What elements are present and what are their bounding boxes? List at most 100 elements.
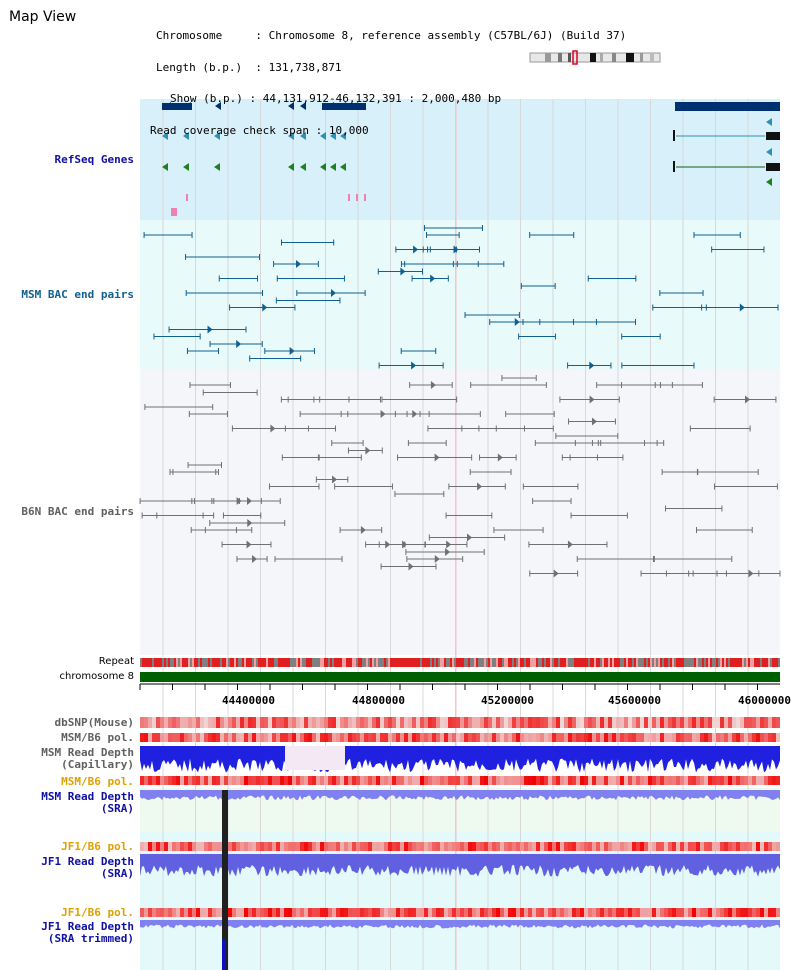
heat-cell	[412, 717, 416, 728]
repeat-segment	[680, 658, 682, 667]
repeat-segment	[500, 658, 502, 667]
heat-cell	[196, 717, 200, 728]
heat-cell	[716, 717, 720, 728]
heat-cell	[724, 908, 728, 917]
heat-cell	[176, 717, 180, 728]
heat-cell	[616, 776, 620, 785]
heat-cell	[332, 717, 336, 728]
heat-cell	[628, 776, 632, 785]
heat-cell	[532, 842, 536, 851]
repeat-segment	[594, 658, 596, 667]
heat-cell	[196, 733, 200, 742]
heat-cell	[624, 842, 628, 851]
coverage-info-row: Read coverage check span : 10,000	[150, 123, 369, 137]
heat-cell	[292, 908, 296, 917]
repeat-segment	[274, 658, 276, 667]
axis-tick-5: 46000000	[738, 694, 791, 707]
heat-cell	[160, 733, 164, 742]
repeat-segment	[316, 658, 318, 667]
bac-arrow	[497, 453, 503, 462]
bac-arrow	[236, 497, 242, 505]
heat-cell	[472, 908, 476, 917]
repeat-segment	[542, 658, 544, 667]
heat-cell	[268, 842, 272, 851]
heat-cell	[248, 908, 252, 917]
heat-cell	[712, 842, 716, 851]
repeat-segment	[278, 658, 280, 667]
jf1-bg	[140, 832, 780, 970]
heat-cell	[676, 908, 680, 917]
msm-b6-pol-label[interactable]: MSM/B6 pol.	[61, 731, 134, 744]
msm-read-depth-sra-label[interactable]: MSM Read Depth (SRA)	[41, 791, 134, 815]
heat-cell	[640, 733, 644, 742]
heat-cell	[404, 908, 408, 917]
repeat-segment	[596, 658, 598, 667]
msm-bac-track-bg	[140, 220, 780, 370]
heat-cell	[488, 733, 492, 742]
heat-cell	[728, 842, 732, 851]
msm-read-depth-capillary-label[interactable]: MSM Read Depth (Capillary)	[41, 747, 134, 771]
heat-cell	[504, 733, 508, 742]
heat-cell	[660, 776, 664, 785]
jf1-b6-pol-trimmed-label[interactable]: JF1/B6 pol.	[61, 906, 134, 919]
jf1-b6-pol-label[interactable]: JF1/B6 pol.	[61, 840, 134, 853]
heat-cell	[288, 776, 292, 785]
heat-cell	[504, 776, 508, 785]
refseq-genes-label[interactable]: RefSeq Genes	[54, 153, 134, 166]
heat-cell	[304, 733, 308, 742]
gap-marker-blue	[222, 940, 226, 970]
repeat-segment	[622, 658, 624, 667]
bac-arrow	[567, 540, 573, 549]
heat-cell	[188, 776, 192, 785]
heat-cell	[716, 842, 720, 851]
heat-cell	[560, 776, 564, 785]
bac-arrow	[262, 303, 268, 312]
repeat-label: Repeat	[98, 656, 134, 667]
heat-cell	[704, 842, 708, 851]
heat-cell	[392, 908, 396, 917]
repeat-segment	[384, 658, 386, 667]
jf1-read-depth-trimmed-label[interactable]: JF1 Read Depth (SRA trimmed)	[41, 921, 134, 945]
jf1-read-depth-sra-label[interactable]: JF1 Read Depth (SRA)	[41, 856, 134, 880]
heat-cell	[368, 733, 372, 742]
dbsnp-label[interactable]: dbSNP(Mouse)	[54, 716, 134, 729]
repeat-segment	[154, 658, 156, 667]
heat-cell	[236, 908, 240, 917]
msm-bac-label[interactable]: MSM BAC end pairs	[21, 288, 134, 301]
heat-cell	[256, 776, 260, 785]
msm-depth-sra-line1: MSM Read Depth	[41, 790, 134, 803]
repeat-segment	[270, 658, 272, 667]
heat-cell	[464, 717, 468, 728]
heat-cell	[548, 908, 552, 917]
repeat-segment	[498, 658, 500, 667]
heat-cell	[336, 908, 340, 917]
repeat-segment	[450, 658, 452, 667]
heat-cell	[412, 776, 416, 785]
heat-cell	[248, 842, 252, 851]
heat-cell	[260, 717, 264, 728]
heat-cell	[552, 717, 556, 728]
heat-cell	[536, 733, 540, 742]
heat-cell	[488, 717, 492, 728]
heat-cell	[556, 717, 560, 728]
repeat-segment	[258, 658, 260, 667]
heat-cell	[480, 733, 484, 742]
heat-cell	[668, 908, 672, 917]
heat-cell	[504, 908, 508, 917]
b6n-bac-label[interactable]: B6N BAC end pairs	[21, 505, 134, 518]
heat-cell	[432, 842, 436, 851]
heat-cell	[592, 717, 596, 728]
heat-cell	[492, 733, 496, 742]
depth-gap	[285, 746, 345, 770]
bac-arrow	[252, 555, 258, 563]
heat-cell	[512, 717, 516, 728]
b6n-bac-track-bg	[140, 370, 780, 655]
heat-cell	[488, 776, 492, 785]
heat-cell	[376, 733, 380, 742]
heat-cell	[336, 717, 340, 728]
heat-cell	[648, 908, 652, 917]
repeat-segment	[326, 658, 328, 667]
repeat-segment	[190, 658, 192, 667]
heat-cell	[732, 908, 736, 917]
msm-b6-pol-sra-label[interactable]: MSM/B6 pol.	[61, 775, 134, 788]
